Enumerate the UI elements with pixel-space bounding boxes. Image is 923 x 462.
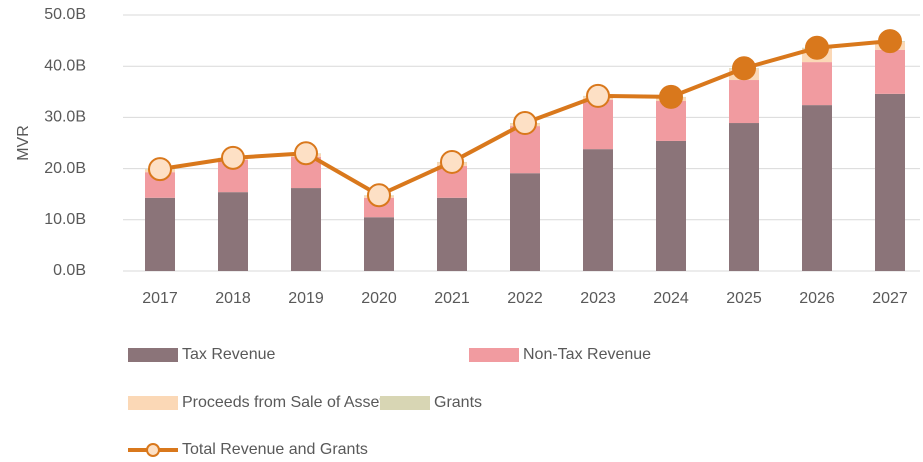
bar-segment bbox=[875, 49, 905, 94]
x-tick-label: 2022 bbox=[507, 290, 543, 307]
y-tick-label: 50.0B bbox=[44, 6, 86, 23]
line-marker bbox=[367, 183, 391, 208]
legend-label: Tax Revenue bbox=[182, 346, 275, 363]
bar-segment bbox=[656, 140, 686, 271]
legend-swatch bbox=[128, 348, 178, 362]
legend-swatch bbox=[128, 396, 178, 410]
x-tick-label: 2018 bbox=[215, 290, 251, 307]
legend-label: Grants bbox=[434, 394, 482, 411]
y-axis-label: MVR bbox=[15, 125, 32, 161]
legend-label: Proceeds from Sale of Assets bbox=[182, 394, 392, 411]
x-tick-label: 2019 bbox=[288, 290, 324, 307]
y-tick-label: 40.0B bbox=[44, 57, 86, 74]
line-marker bbox=[878, 29, 902, 54]
bar-segment bbox=[583, 149, 613, 271]
x-tick-label: 2017 bbox=[142, 290, 178, 307]
y-tick-label: 10.0B bbox=[44, 211, 86, 228]
x-tick-label: 2026 bbox=[799, 290, 835, 307]
bar-segment bbox=[729, 123, 759, 271]
bar-segment bbox=[802, 62, 832, 106]
y-tick-label: 0.0B bbox=[53, 262, 86, 279]
y-tick-label: 20.0B bbox=[44, 160, 86, 177]
x-tick-label: 2025 bbox=[726, 290, 762, 307]
line-marker bbox=[659, 84, 683, 109]
bar-segment bbox=[583, 99, 613, 150]
legend-marker bbox=[146, 443, 160, 457]
line-marker bbox=[732, 56, 756, 81]
line-marker bbox=[586, 83, 610, 108]
bar-segment bbox=[875, 93, 905, 272]
legend-swatch bbox=[469, 348, 519, 362]
bar-segment bbox=[729, 80, 759, 124]
x-tick-label: 2023 bbox=[580, 290, 616, 307]
line-marker bbox=[513, 111, 537, 136]
legend-swatch bbox=[380, 396, 430, 410]
line-marker bbox=[221, 145, 245, 170]
bar-segment bbox=[218, 192, 248, 271]
bar-segment bbox=[364, 217, 394, 271]
x-tick-label: 2021 bbox=[434, 290, 470, 307]
bar-segment bbox=[802, 105, 832, 271]
bar-segment bbox=[437, 197, 467, 271]
x-tick-label: 2027 bbox=[872, 290, 908, 307]
legend-label: Non-Tax Revenue bbox=[523, 346, 651, 363]
line-marker bbox=[805, 35, 829, 60]
line-marker bbox=[148, 157, 172, 182]
bar-segment bbox=[291, 188, 321, 271]
bar-segment bbox=[145, 197, 175, 271]
legend-label: Total Revenue and Grants bbox=[182, 441, 368, 458]
bar-segment bbox=[510, 173, 540, 271]
line-marker bbox=[294, 141, 318, 166]
x-tick-label: 2020 bbox=[361, 290, 397, 307]
y-tick-label: 30.0B bbox=[44, 109, 86, 126]
x-tick-label: 2024 bbox=[653, 290, 689, 307]
line-marker bbox=[440, 149, 464, 174]
